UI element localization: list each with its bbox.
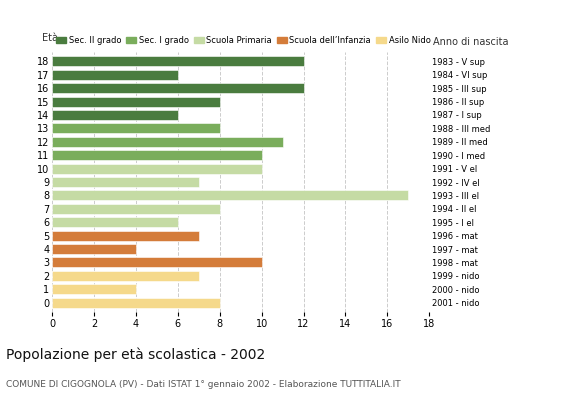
Bar bbox=[52, 230, 199, 241]
Text: COMUNE DI CIGOGNOLA (PV) - Dati ISTAT 1° gennaio 2002 - Elaborazione TUTTITALIA.: COMUNE DI CIGOGNOLA (PV) - Dati ISTAT 1°… bbox=[6, 380, 400, 389]
Bar bbox=[52, 190, 408, 200]
Bar bbox=[52, 217, 178, 227]
Bar bbox=[52, 150, 262, 160]
Bar bbox=[52, 244, 136, 254]
Bar bbox=[52, 123, 220, 134]
Bar bbox=[52, 137, 282, 147]
Bar bbox=[52, 110, 178, 120]
Bar bbox=[52, 83, 303, 93]
Bar bbox=[52, 284, 136, 294]
Bar bbox=[52, 96, 220, 107]
Bar bbox=[52, 271, 199, 281]
Bar bbox=[52, 204, 220, 214]
Bar bbox=[52, 56, 303, 66]
Legend: Sec. II grado, Sec. I grado, Scuola Primaria, Scuola dell’Infanzia, Asilo Nido: Sec. II grado, Sec. I grado, Scuola Prim… bbox=[56, 36, 430, 45]
Text: Età: Età bbox=[42, 33, 58, 43]
Bar bbox=[52, 70, 178, 80]
Text: Anno di nascita: Anno di nascita bbox=[433, 37, 509, 47]
Bar bbox=[52, 164, 262, 174]
Bar bbox=[52, 298, 220, 308]
Text: Popolazione per età scolastica - 2002: Popolazione per età scolastica - 2002 bbox=[6, 348, 265, 362]
Bar bbox=[52, 257, 262, 268]
Bar bbox=[52, 177, 199, 187]
